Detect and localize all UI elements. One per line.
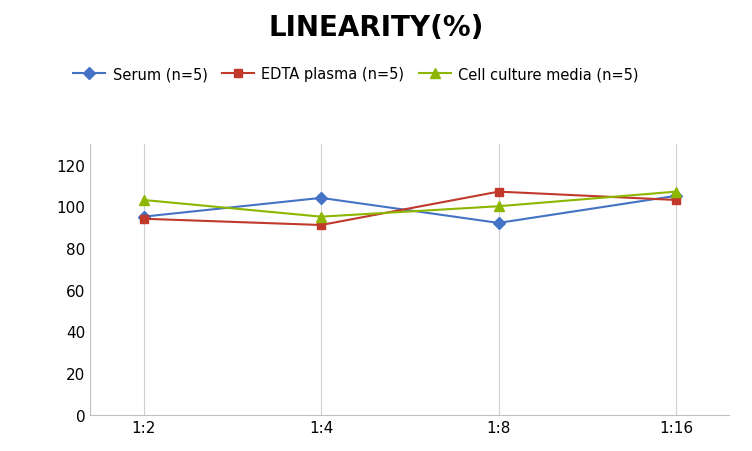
Text: LINEARITY(%): LINEARITY(%) (268, 14, 484, 41)
Legend: Serum (n=5), EDTA plasma (n=5), Cell culture media (n=5): Serum (n=5), EDTA plasma (n=5), Cell cul… (68, 61, 644, 88)
Serum (n=5) (672, 193, 681, 199)
Line: EDTA plasma (n=5): EDTA plasma (n=5) (139, 188, 681, 230)
EDTA plasma (n=5) (672, 198, 681, 203)
Serum (n=5) (317, 196, 326, 201)
Line: Cell culture media (n=5): Cell culture media (n=5) (138, 187, 681, 222)
Cell culture media (n=5) (139, 198, 148, 203)
EDTA plasma (n=5) (317, 223, 326, 228)
EDTA plasma (n=5) (494, 189, 503, 195)
Line: Serum (n=5): Serum (n=5) (139, 192, 681, 228)
Serum (n=5) (494, 221, 503, 226)
Serum (n=5) (139, 215, 148, 220)
Cell culture media (n=5) (317, 215, 326, 220)
EDTA plasma (n=5) (139, 216, 148, 222)
Cell culture media (n=5) (672, 189, 681, 195)
Cell culture media (n=5) (494, 204, 503, 209)
